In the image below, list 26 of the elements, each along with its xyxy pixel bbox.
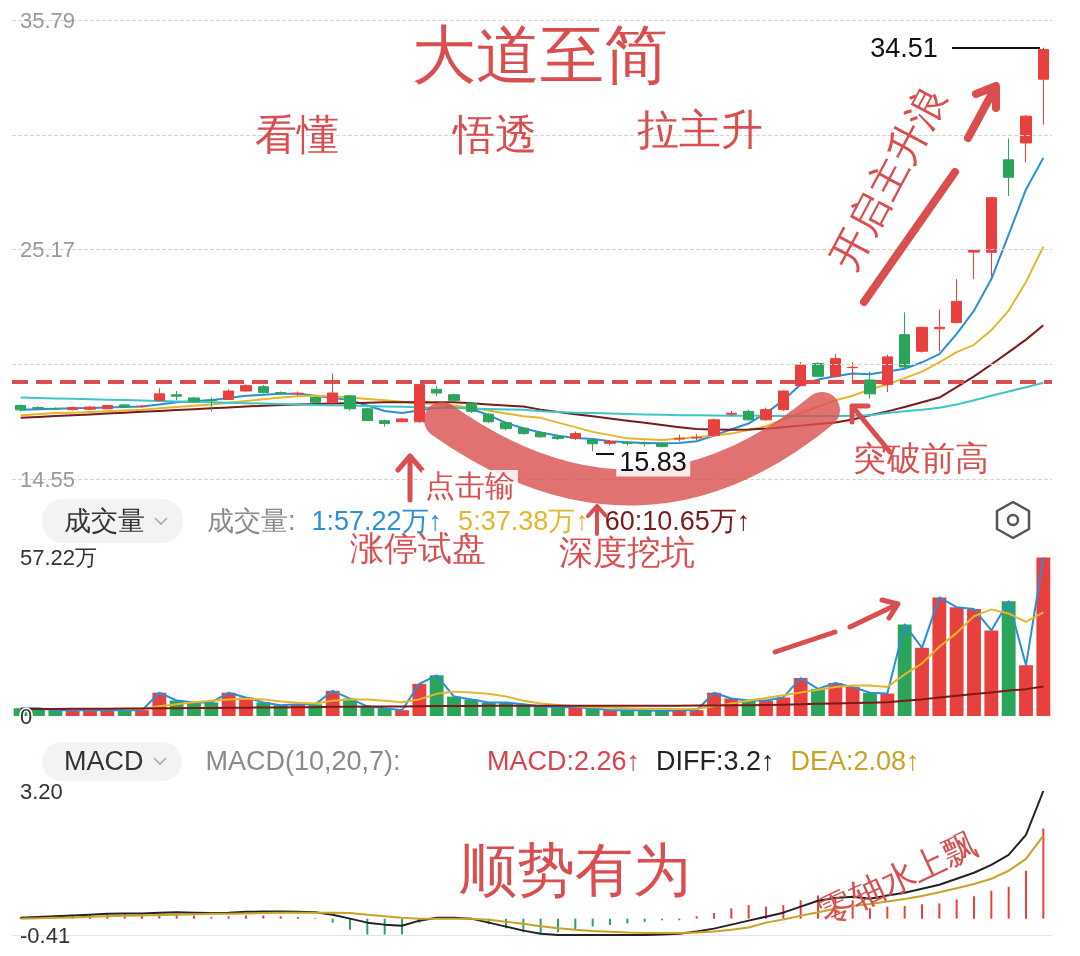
y-tick-label: 14.55 [20, 466, 76, 492]
chart-title: 大道至简 [412, 19, 668, 91]
y-tick-label: -0.41 [20, 922, 71, 948]
annotation: 看懂 [255, 111, 339, 158]
annotation: 15.83 [616, 446, 690, 477]
annotation: 点击输 [422, 469, 518, 502]
chart-title: MACD [64, 745, 144, 777]
annotation: 深度挖坑 [559, 533, 695, 571]
text: DIFF:3.2↑ [656, 745, 775, 777]
legend-title: MACD(10,20,7): [205, 745, 401, 777]
annotation: 零轴水上飘 [812, 824, 984, 932]
annotation: 突破前高 [853, 439, 989, 477]
y-tick-label: 35.79 [20, 7, 76, 33]
annotation: 34.51 [867, 32, 941, 63]
annotation: 悟透 [453, 111, 537, 158]
legend-title: 成交量: [207, 505, 296, 538]
y-tick-label: 57.22万 [20, 545, 98, 570]
y-tick-label: 3.20 [20, 778, 63, 804]
chart-title: 成交量 [64, 505, 145, 538]
text: MACD:2.26↑ [486, 745, 641, 777]
annotation: 开启主升浪 [821, 79, 955, 277]
y-tick-label: 25.17 [20, 237, 76, 262]
text: 60:10.65万↑ [604, 505, 751, 536]
annotation: 顺势有为 [459, 837, 691, 902]
annotation: 拉主升 [637, 106, 763, 153]
text: DEA:2.08↑ [790, 745, 920, 777]
